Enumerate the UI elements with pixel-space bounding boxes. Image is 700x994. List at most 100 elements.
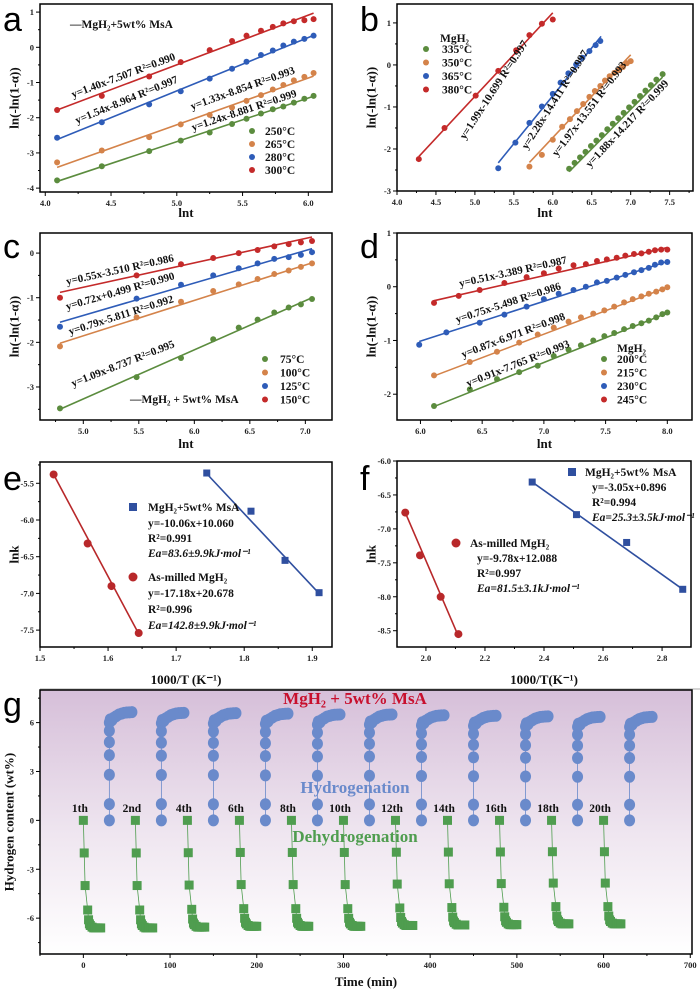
plot-frame	[396, 232, 693, 421]
data-point	[395, 903, 405, 913]
data-point	[516, 369, 523, 376]
hydrogenation-cycle	[520, 710, 554, 827]
data-point	[254, 260, 261, 267]
fit-equation: y=2.28x-14.411 R²=0.997	[519, 48, 591, 152]
data-point	[630, 250, 637, 257]
data-point	[603, 256, 610, 263]
cycle-label: 14th	[433, 803, 455, 815]
data-point	[257, 110, 264, 117]
data-point	[285, 241, 292, 248]
data-point	[234, 815, 244, 825]
x-tick-label: 100	[164, 960, 177, 970]
series-335-C	[566, 71, 666, 173]
data-point	[56, 323, 63, 330]
data-point	[146, 148, 153, 155]
data-point	[624, 814, 636, 827]
fit-ea: Ea=142.8±9.9kJ·mol⁻¹	[147, 620, 257, 632]
data-point	[594, 710, 606, 723]
data-point	[513, 47, 520, 54]
series-350-C	[526, 54, 634, 170]
data-point	[455, 292, 462, 299]
data-point	[603, 277, 610, 284]
data-point	[638, 267, 645, 274]
data-point	[547, 847, 557, 857]
data-point	[528, 478, 536, 486]
panel-letter: a	[3, 1, 22, 39]
data-point	[580, 101, 587, 108]
data-point	[590, 310, 597, 317]
data-point	[611, 329, 618, 336]
data-point	[287, 847, 297, 857]
fit-line	[59, 296, 313, 411]
data-point	[550, 353, 557, 360]
y-tick-label: -2	[384, 144, 391, 154]
data-point	[311, 750, 323, 763]
data-point	[290, 99, 297, 106]
hydrogenation-cycle	[103, 706, 138, 827]
data-point	[603, 902, 613, 912]
y-tick-label: 1	[30, 7, 34, 17]
y-tick-label: -7.0	[21, 588, 34, 598]
data-point	[236, 880, 246, 890]
series-As-milled-MgH-	[401, 508, 463, 639]
data-point	[566, 165, 573, 172]
data-point	[653, 314, 660, 321]
x-tick-label: 6.0	[303, 198, 314, 208]
y-tick-label: 0	[30, 248, 34, 258]
data-point	[624, 752, 636, 765]
y-tick-label: -3	[27, 864, 34, 874]
data-point	[638, 293, 645, 300]
legend-marker	[129, 503, 137, 511]
data-point	[447, 903, 457, 913]
data-point	[454, 630, 463, 639]
data-point	[621, 326, 628, 333]
data-point	[98, 147, 105, 154]
x-tick-label: 1.7	[171, 653, 182, 663]
data-point	[593, 279, 600, 286]
legend-label: 380°C	[442, 85, 472, 97]
data-point	[616, 919, 626, 929]
y-axis-label: ln(-ln(1-α))	[7, 296, 22, 357]
data-point	[624, 798, 636, 811]
cycle-label: 6th	[228, 803, 245, 815]
data-point	[512, 139, 519, 146]
data-point	[390, 815, 400, 825]
legend-label: As-milled MgH₂	[148, 572, 228, 584]
fit-line	[433, 286, 668, 377]
data-point	[103, 749, 115, 762]
fit-ea: Ea=81.5±3.1kJ·mol⁻¹	[476, 583, 580, 595]
dehydrogenation-cycle	[390, 815, 418, 930]
legend-marker	[423, 46, 429, 52]
data-point	[280, 103, 287, 110]
data-point	[495, 67, 502, 74]
legend-label: MgH₂+5wt% MsA	[585, 467, 677, 479]
data-point	[311, 769, 323, 782]
fit-r2: R²=0.994	[592, 497, 636, 509]
data-point	[301, 73, 308, 80]
x-tick-label: 500	[510, 960, 523, 970]
data-point	[579, 54, 586, 61]
data-point	[468, 738, 480, 751]
plot-area	[49, 469, 323, 638]
data-point	[495, 847, 505, 857]
data-point	[297, 239, 304, 246]
y-axis-label: ln(-ln(1-α))	[364, 296, 379, 357]
fit-equation: y=1.40x-7.507 R²=0.990	[70, 51, 178, 101]
y-tick-label: -1	[384, 102, 391, 112]
data-point	[601, 333, 608, 340]
y-axis-label: lnk	[364, 544, 379, 563]
data-point	[259, 798, 271, 811]
series-365-C	[495, 35, 604, 172]
series-MgH-5wt-MsA	[528, 478, 687, 593]
y-tick-label: -6.0	[378, 456, 391, 466]
x-tick-label: 600	[597, 960, 610, 970]
data-point	[269, 23, 276, 30]
data-point	[386, 708, 398, 721]
data-point	[523, 303, 530, 310]
panel-letter: b	[360, 1, 379, 39]
legend-label: 365°C	[442, 71, 472, 83]
data-point	[155, 736, 167, 749]
data-point	[658, 246, 665, 253]
data-point	[572, 814, 584, 827]
data-point	[207, 749, 219, 762]
